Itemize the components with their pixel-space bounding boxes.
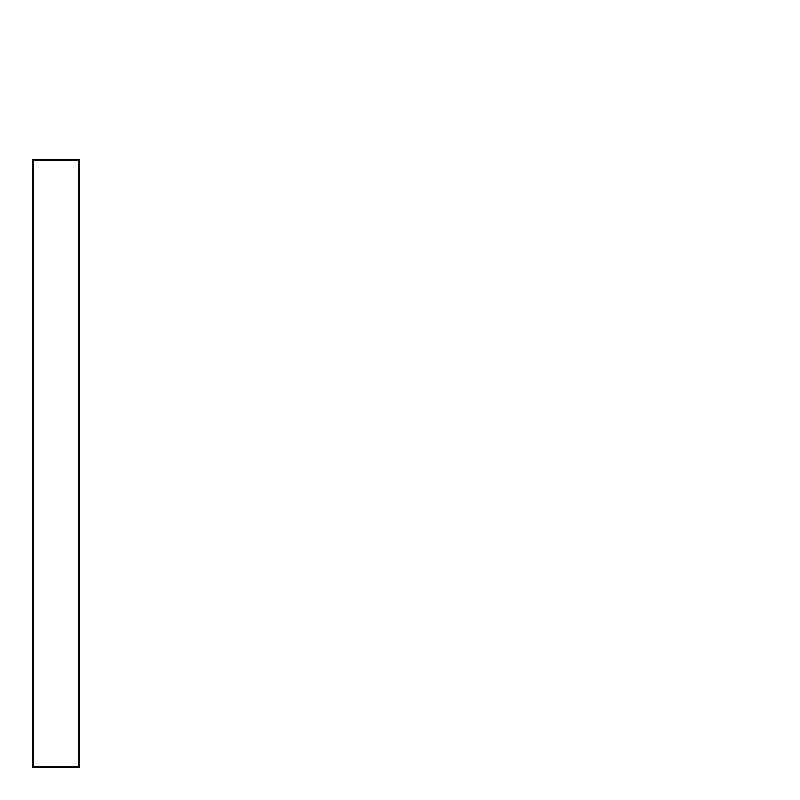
colorbar [32, 159, 80, 768]
